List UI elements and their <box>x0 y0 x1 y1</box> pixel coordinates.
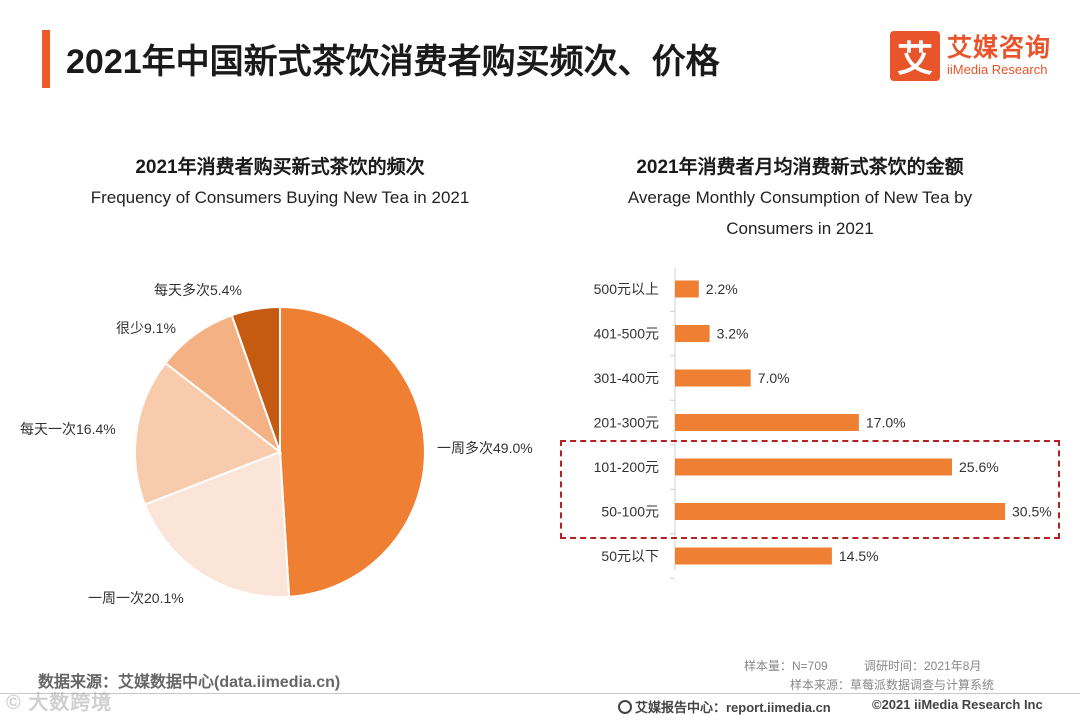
title-accent-bar <box>42 30 50 88</box>
bar <box>675 547 832 565</box>
pie-slice-label: 很少9.1% <box>116 320 176 336</box>
copyright: ©2021 iiMedia Research Inc <box>872 697 1043 712</box>
bar-value-label: 2.2% <box>706 281 738 297</box>
logo-english-name: iiMedia Research <box>947 62 1048 77</box>
footer-divider <box>0 693 1080 694</box>
survey-time: 调研时间：2021年8月 <box>864 659 982 673</box>
bar-category-label: 101-200元 <box>594 459 659 475</box>
pie-slice-label: 一周多次49.0% <box>437 440 533 456</box>
pie-slice <box>279 305 426 598</box>
pie-slice-label: 每天一次16.4% <box>20 421 116 437</box>
pie-chart-subtitle: Frequency of Consumers Buying New Tea in… <box>90 188 470 207</box>
bar <box>675 325 710 342</box>
bar-value-label: 17.0% <box>866 415 906 431</box>
iimedia-logo: 艾 艾媒咨询 iiMedia Research <box>890 30 1051 82</box>
watermark: © 大数跨境 <box>6 692 113 714</box>
bar-value-label: 14.5% <box>839 548 879 564</box>
bar-chart-title: 2021年消费者月均消费新式茶饮的金额 <box>636 157 964 178</box>
bar-chart-subtitle-line-1: Average Monthly Consumption of New Tea b… <box>627 188 973 207</box>
pie-slice <box>164 313 283 455</box>
bar-chart-subtitle-line-2: Consumers in 2021 <box>726 219 874 238</box>
pie-slice-label: 每天多次5.4% <box>154 282 242 298</box>
bar <box>675 369 751 387</box>
page-title: 2021年中国新式茶饮消费者购买频次、价格 <box>66 43 720 81</box>
report-center: 艾媒报告中心：report.iimedia.cn <box>618 697 831 716</box>
pie-slice <box>143 450 291 598</box>
bar-value-label: 7.0% <box>758 370 790 386</box>
logo-chinese-name: 艾媒咨询 <box>947 34 1052 62</box>
bar-value-label: 30.5% <box>1012 504 1052 520</box>
pie-slice <box>230 305 281 453</box>
bar <box>675 458 952 476</box>
bar-category-label: 50元以下 <box>601 548 659 564</box>
pie-slice-label: 一周一次20.1% <box>88 590 184 606</box>
report-center-text: 艾媒报告中心：report.iimedia.cn <box>635 700 831 715</box>
pie-slice <box>134 361 283 506</box>
bar-category-label: 401-500元 <box>594 326 659 342</box>
logo-mark: 艾 <box>890 31 940 81</box>
bar <box>675 503 1005 520</box>
bar-category-label: 500元以上 <box>594 281 659 297</box>
bar <box>675 280 699 298</box>
bar-category-label: 50-100元 <box>601 504 659 520</box>
highlight-box <box>560 440 1060 539</box>
pie-chart-title: 2021年消费者购买新式茶饮的频次 <box>135 157 425 178</box>
sample-source: 样本来源：草莓派数据调查与计算系统 <box>790 678 995 692</box>
globe-icon <box>618 700 632 714</box>
bar <box>675 414 859 431</box>
sample-size: 样本量：N=709 <box>744 659 828 673</box>
bar-category-label: 201-300元 <box>594 415 659 431</box>
bar-value-label: 3.2% <box>717 326 749 342</box>
bar-value-label: 25.6% <box>959 459 999 475</box>
data-source: 数据来源：艾媒数据中心(data.iimedia.cn) <box>38 674 341 691</box>
bar-category-label: 301-400元 <box>594 370 659 386</box>
